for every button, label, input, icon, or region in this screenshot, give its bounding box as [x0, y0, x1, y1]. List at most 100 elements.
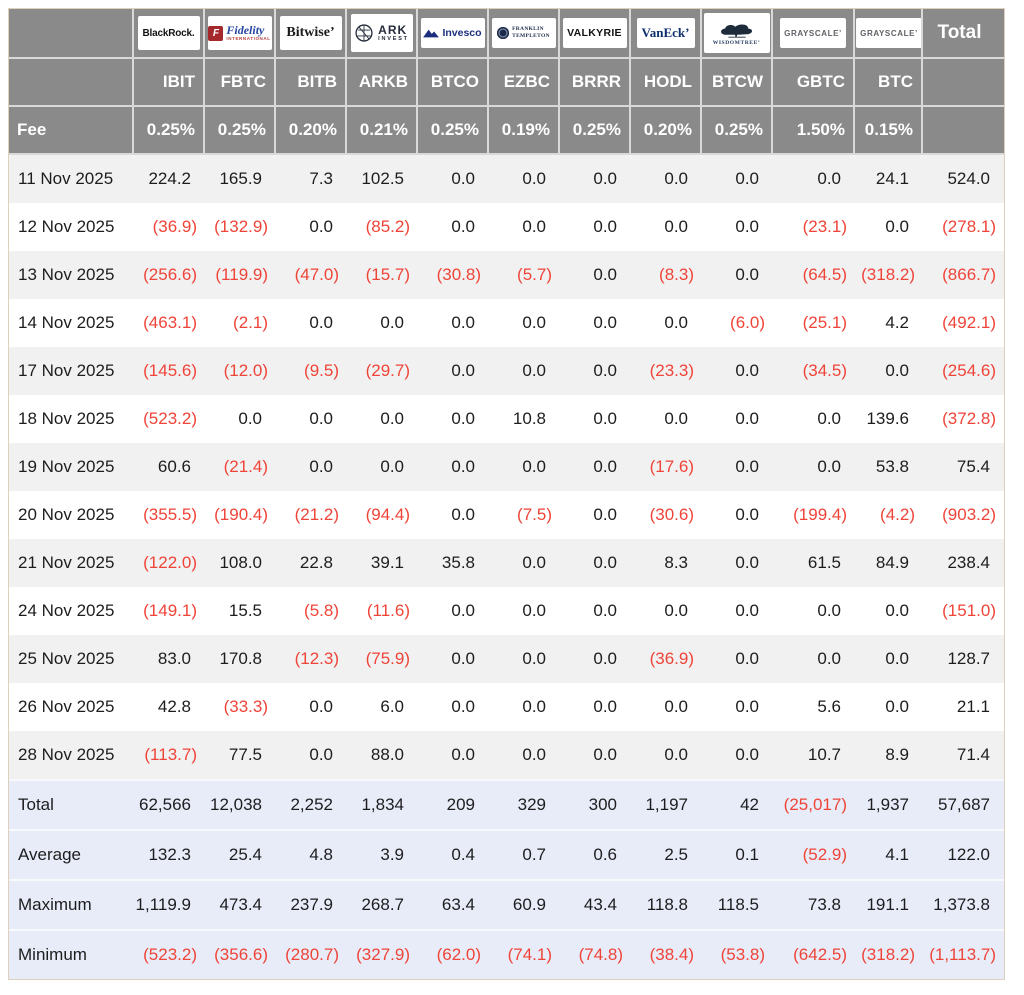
- value-cell: 10.8: [489, 395, 560, 443]
- value-cell: (199.4): [773, 491, 855, 539]
- value-cell: (1,113.7): [923, 929, 1004, 979]
- value-cell: 10.7: [773, 731, 855, 779]
- ark-invest-logo: ARK INVEST: [350, 14, 413, 52]
- table-row: 28 Nov 2025 (113.7) 77.5 0.0 88.0 0.0 0.0 0.0 0.…: [9, 731, 1004, 779]
- value-cell: 0.0: [702, 539, 773, 587]
- value-cell: 0.0: [631, 587, 702, 635]
- value-cell: 0.0: [418, 683, 489, 731]
- value-cell: (132.9): [205, 203, 276, 251]
- logo-cell-brrr: VALKYRIE: [560, 9, 631, 59]
- value-cell: 60.6: [134, 443, 205, 491]
- table-row: 21 Nov 2025 (122.0) 108.0 22.8 39.1 35.8 0.0 0.…: [9, 539, 1004, 587]
- logo-cell-ezbc: FRANKLIN TEMPLETON: [489, 9, 560, 59]
- bitcoin-etf-flows-table: BlackRock. F Fidelity INTERNATIONAL Bitwis…: [8, 8, 1005, 980]
- value-cell: (318.2): [855, 251, 923, 299]
- value-cell: (12.3): [276, 635, 347, 683]
- value-cell: 0.0: [276, 203, 347, 251]
- table-row: 17 Nov 2025 (145.6) (12.0) (9.5) (29.7) 0.0 0.…: [9, 347, 1004, 395]
- value-cell: 524.0: [923, 155, 1004, 203]
- value-cell: 122.0: [923, 829, 1004, 879]
- value-cell: 329: [489, 779, 560, 829]
- value-cell: 0.0: [418, 491, 489, 539]
- value-cell: 15.5: [205, 587, 276, 635]
- invesco-mountain-icon: [423, 29, 440, 37]
- value-cell: 0.0: [702, 635, 773, 683]
- ticker-ibit: IBIT: [134, 59, 205, 107]
- value-cell: 118.8: [631, 879, 702, 929]
- value-cell: 0.0: [489, 299, 560, 347]
- ticker-btc: BTC: [855, 59, 923, 107]
- value-cell: 102.5: [347, 155, 418, 203]
- value-cell: 0.0: [205, 395, 276, 443]
- table-row: 12 Nov 2025 (36.9) (132.9) 0.0 (85.2) 0.0 0.0 0…: [9, 203, 1004, 251]
- value-cell: (2.1): [205, 299, 276, 347]
- value-cell: 8.3: [631, 539, 702, 587]
- value-cell: 57,687: [923, 779, 1004, 829]
- value-cell: 0.0: [560, 731, 631, 779]
- value-cell: 73.8: [773, 879, 855, 929]
- value-cell: 35.8: [418, 539, 489, 587]
- value-cell: (254.6): [923, 347, 1004, 395]
- value-cell: (866.7): [923, 251, 1004, 299]
- value-cell: (122.0): [134, 539, 205, 587]
- logo-row: BlackRock. F Fidelity INTERNATIONAL Bitwis…: [9, 9, 1004, 59]
- value-cell: (85.2): [347, 203, 418, 251]
- value-cell: 0.0: [276, 731, 347, 779]
- value-cell: 209: [418, 779, 489, 829]
- value-cell: 0.0: [560, 203, 631, 251]
- value-cell: 191.1: [855, 879, 923, 929]
- value-cell: 165.9: [205, 155, 276, 203]
- value-cell: 0.1: [702, 829, 773, 879]
- value-cell: 0.0: [418, 443, 489, 491]
- value-cell: 1,937: [855, 779, 923, 829]
- logo-cell-btc: GRAYSCALE’: [855, 9, 923, 59]
- vaneck-logo: VanEck’: [636, 18, 695, 48]
- value-cell: 0.0: [702, 155, 773, 203]
- value-cell: 2,252: [276, 779, 347, 829]
- value-cell: 0.0: [489, 587, 560, 635]
- value-cell: 2.5: [631, 829, 702, 879]
- value-cell: (9.5): [276, 347, 347, 395]
- value-cell: 77.5: [205, 731, 276, 779]
- value-cell: 0.0: [560, 539, 631, 587]
- value-cell: 132.3: [134, 829, 205, 879]
- value-cell: 237.9: [276, 879, 347, 929]
- value-cell: 4.8: [276, 829, 347, 879]
- table-row: 14 Nov 2025 (463.1) (2.1) 0.0 0.0 0.0 0.0 0.0 0.…: [9, 299, 1004, 347]
- value-cell: (119.9): [205, 251, 276, 299]
- value-cell: (21.2): [276, 491, 347, 539]
- fidelity-f-icon: F: [208, 25, 224, 41]
- date-cell: 19 Nov 2025: [9, 443, 134, 491]
- value-cell: 128.7: [923, 635, 1004, 683]
- value-cell: 0.0: [489, 635, 560, 683]
- value-cell: 0.0: [560, 395, 631, 443]
- table-row: 24 Nov 2025 (149.1) 15.5 (5.8) (11.6) 0.0 0.0 0…: [9, 587, 1004, 635]
- date-cell: 21 Nov 2025: [9, 539, 134, 587]
- date-cell: 20 Nov 2025: [9, 491, 134, 539]
- bitwise-logo: Bitwise’: [279, 16, 342, 50]
- value-cell: (11.6): [347, 587, 418, 635]
- value-cell: (38.4): [631, 929, 702, 979]
- value-cell: (5.7): [489, 251, 560, 299]
- value-cell: 63.4: [418, 879, 489, 929]
- value-cell: 238.4: [923, 539, 1004, 587]
- value-cell: 0.0: [418, 347, 489, 395]
- value-cell: 170.8: [205, 635, 276, 683]
- value-cell: 0.0: [489, 683, 560, 731]
- value-cell: 0.0: [702, 731, 773, 779]
- franklin-templeton-logo: FRANKLIN TEMPLETON: [491, 18, 556, 48]
- value-cell: (64.5): [773, 251, 855, 299]
- value-cell: (34.5): [773, 347, 855, 395]
- value-cell: (29.7): [347, 347, 418, 395]
- value-cell: (145.6): [134, 347, 205, 395]
- value-cell: 8.9: [855, 731, 923, 779]
- value-cell: (280.7): [276, 929, 347, 979]
- value-cell: 0.0: [347, 395, 418, 443]
- value-cell: 0.0: [418, 395, 489, 443]
- value-cell: 118.5: [702, 879, 773, 929]
- value-cell: 473.4: [205, 879, 276, 929]
- corner-cell: [9, 59, 134, 107]
- value-cell: (36.9): [631, 635, 702, 683]
- value-cell: 88.0: [347, 731, 418, 779]
- table-row: 13 Nov 2025 (256.6) (119.9) (47.0) (15.7) (30…: [9, 251, 1004, 299]
